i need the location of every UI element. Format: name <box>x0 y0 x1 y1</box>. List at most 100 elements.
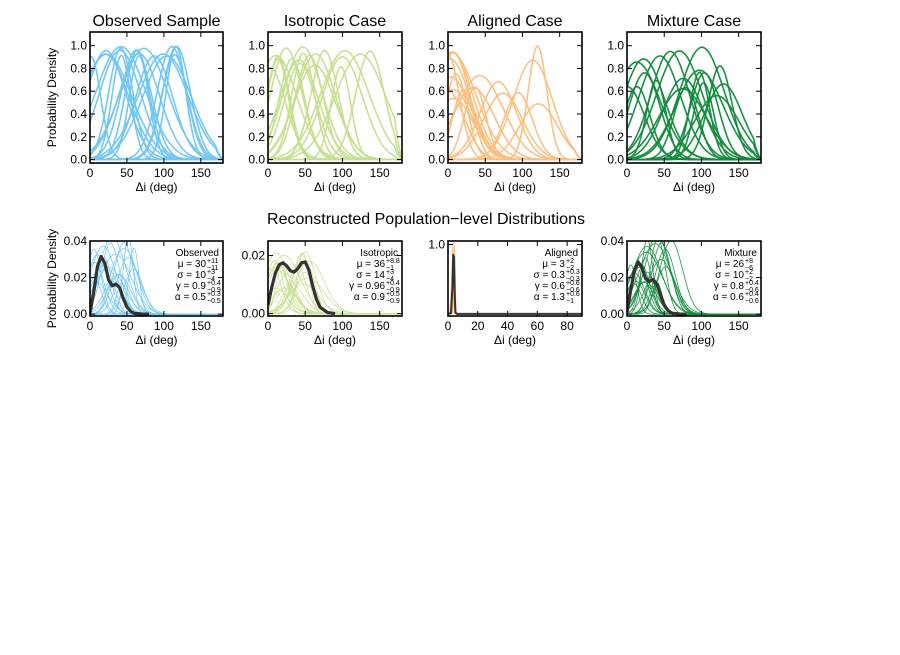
bottom-observed-xtick-label: 50 <box>120 319 134 333</box>
bottom-isotropic-annotation-sup-5: +0.5 <box>386 291 400 298</box>
top-mixture-ytick-label: 0.6 <box>607 84 624 98</box>
bottom-isotropic-xtick-label: 0 <box>265 319 272 333</box>
bottom-isotropic-mean-curve <box>268 260 336 316</box>
bottom-aligned-annotation-3: σ = 0.3 <box>534 270 566 281</box>
top-observed-xtick-label: 0 <box>87 166 94 180</box>
bottom-isotropic-annotation-sup-2: +8.8 <box>386 258 400 265</box>
top-isotropic-ytick-label: 0.0 <box>248 153 265 167</box>
top-mixture-ytick-label: 0.2 <box>607 130 624 144</box>
bottom-aligned-annotation-sub-3: −0.3 <box>566 276 580 283</box>
top-isotropic-frame <box>267 31 403 164</box>
top-observed-ytick-label: 0.2 <box>70 130 87 144</box>
top-aligned-ytick-label: 0.6 <box>428 84 445 98</box>
top-mixture-ytick-label: 0.8 <box>607 61 624 75</box>
top-observed-ytick-label: 1.0 <box>70 39 87 53</box>
bottom-observed-annotation-sup-2: +11 <box>207 258 218 265</box>
bottom-isotropic-xtick-label: 150 <box>370 319 390 333</box>
bottom-aligned-ytick-label: 1.0 <box>428 237 445 251</box>
bottom-mixture-xtick-label: 150 <box>729 319 749 333</box>
top-isotropic-ytick-label: 0.8 <box>248 61 265 75</box>
bottom-mixture-ytick-label: 0.04 <box>601 234 625 248</box>
top-mixture-xtick-label: 0 <box>624 166 631 180</box>
top-observed-ytick-label: 0.6 <box>70 84 87 98</box>
bottom-isotropic-annotation-3: σ = 14 <box>356 270 385 281</box>
top-observed-lines <box>90 45 223 161</box>
bottom-aligned-annotation-sub-2: −2 <box>566 265 574 272</box>
top-mixture-lines <box>627 46 761 161</box>
section-title: Reconstructed Population−level Distribut… <box>267 211 585 228</box>
top-aligned-frame <box>447 31 583 164</box>
bottom-isotropic-annotation-2: μ = 36 <box>357 259 386 270</box>
top-observed-series-14 <box>90 55 223 161</box>
top-aligned-series-18 <box>448 59 582 161</box>
bottom-observed-ytick-label: 0.04 <box>64 234 88 248</box>
bottom-observed-annotation-sub-4: −0.9 <box>207 287 221 294</box>
bottom-isotropic-xtick-label: 50 <box>299 319 313 333</box>
bottom-observed-xtick-label: 100 <box>154 319 174 333</box>
top-isotropic-xtick-label: 150 <box>370 166 390 180</box>
top-isotropic-xtick-label: 0 <box>265 166 272 180</box>
bottom-isotropic-annotation-1: Isotropic <box>360 248 398 259</box>
top-observed-xtick-label: 50 <box>120 166 134 180</box>
top-aligned-lines <box>448 45 582 161</box>
bottom-aligned-annotation-4: γ = 0.6 <box>535 281 566 292</box>
bottom-mixture-xtick-label: 0 <box>624 319 631 333</box>
bottom-observed-panel: 0 50 100 150 0.00 0.02 0.04 Δi (deg) Probability… <box>45 229 224 347</box>
bottom-aligned-annotation-sub-5: −1 <box>566 298 574 305</box>
top-aligned-ytick-label: 0.8 <box>428 61 445 75</box>
bottom-observed-ytick-label: 0.00 <box>64 307 88 321</box>
bottom-mixture-annotation-sup-2: +8 <box>745 258 753 265</box>
bottom-observed-xtick-label: 150 <box>191 319 211 333</box>
top-aligned-xtick-label: 100 <box>512 166 532 180</box>
top-observed-panel: 0 50 100 150 0.0 0.2 0.4 0.6 0.8 1.0 Observed Samp… <box>45 13 224 194</box>
bottom-observed-annotation-4: γ = 0.9 <box>176 281 207 292</box>
bottom-observed-annotation-sup-4: +0.4 <box>207 280 221 287</box>
bottom-mixture-ytick-label: 0.02 <box>601 271 625 285</box>
bottom-mixture-annotation-3: σ = 10 <box>715 270 744 281</box>
bottom-aligned-frame <box>447 240 583 317</box>
top-isotropic-panel: 0 50 100 150 0.0 0.2 0.4 0.6 0.8 1.0 Isotropic Cas… <box>248 13 403 194</box>
bottom-mixture-annotation-sub-4: −0.6 <box>745 287 759 294</box>
bottom-observed-annotation-sup-3: +3 <box>207 269 215 276</box>
top-isotropic-ytick-label: 0.2 <box>248 130 265 144</box>
bottom-aligned-annotation-sub-4: −0.6 <box>566 287 580 294</box>
bottom-observed-ytick-label: 0.02 <box>64 271 88 285</box>
top-aligned-xtick-label: 150 <box>550 166 570 180</box>
bottom-mixture-annotation-sup-4: +0.4 <box>745 280 759 287</box>
bottom-aligned-annotation-sup-4: +0.6 <box>566 280 580 287</box>
top-aligned-xlabel: Δi (deg) <box>494 180 536 194</box>
bottom-isotropic-annotation-sub-4: −0.9 <box>386 287 400 294</box>
bottom-mixture-xtick-label: 100 <box>691 319 711 333</box>
bottom-aligned-xtick-label: 60 <box>531 319 545 333</box>
top-mixture-ytick-label: 0.0 <box>607 153 624 167</box>
top-mixture-xtick-label: 100 <box>691 166 711 180</box>
top-isotropic-ytick-label: 0.4 <box>248 107 265 121</box>
bottom-isotropic-annotation-4: γ = 0.96 <box>349 281 385 292</box>
top-isotropic-xtick-label: 100 <box>332 166 352 180</box>
bottom-observed-xtick-label: 0 <box>87 319 94 333</box>
top-isotropic-lines <box>268 46 402 161</box>
top-observed-frame <box>89 31 224 164</box>
top-isotropic-ytick-label: 1.0 <box>248 39 265 53</box>
top-aligned-title: Aligned Case <box>467 13 562 30</box>
bottom-observed-annotation-5: α = 0.5 <box>175 292 207 303</box>
top-mixture-xtick-label: 150 <box>729 166 749 180</box>
bottom-aligned-xtick-label: 0 <box>445 319 452 333</box>
bottom-isotropic-annotation-sub-2: −1 <box>386 265 394 272</box>
bottom-observed-xlabel: Δi (deg) <box>135 333 177 347</box>
bottom-observed-annotation-sub-5: −0.5 <box>207 298 221 305</box>
bottom-isotropic-frame <box>267 240 403 317</box>
top-observed-title: Observed Sample <box>92 13 220 30</box>
bottom-mixture-annotation-sub-3: −2 <box>745 276 753 283</box>
bottom-isotropic-annotation-sub-5: −0.9 <box>386 298 400 305</box>
bottom-aligned-annotation-sup-3: +0.3 <box>566 269 580 276</box>
top-aligned-ytick-label: 0.2 <box>428 130 445 144</box>
bottom-observed-annotation-sup-5: +0.3 <box>207 291 221 298</box>
top-observed-series-13 <box>90 45 223 161</box>
top-isotropic-title: Isotropic Case <box>284 13 386 30</box>
top-aligned-xtick-label: 0 <box>445 166 452 180</box>
bottom-aligned-annotation-1: Aligned <box>545 248 578 259</box>
